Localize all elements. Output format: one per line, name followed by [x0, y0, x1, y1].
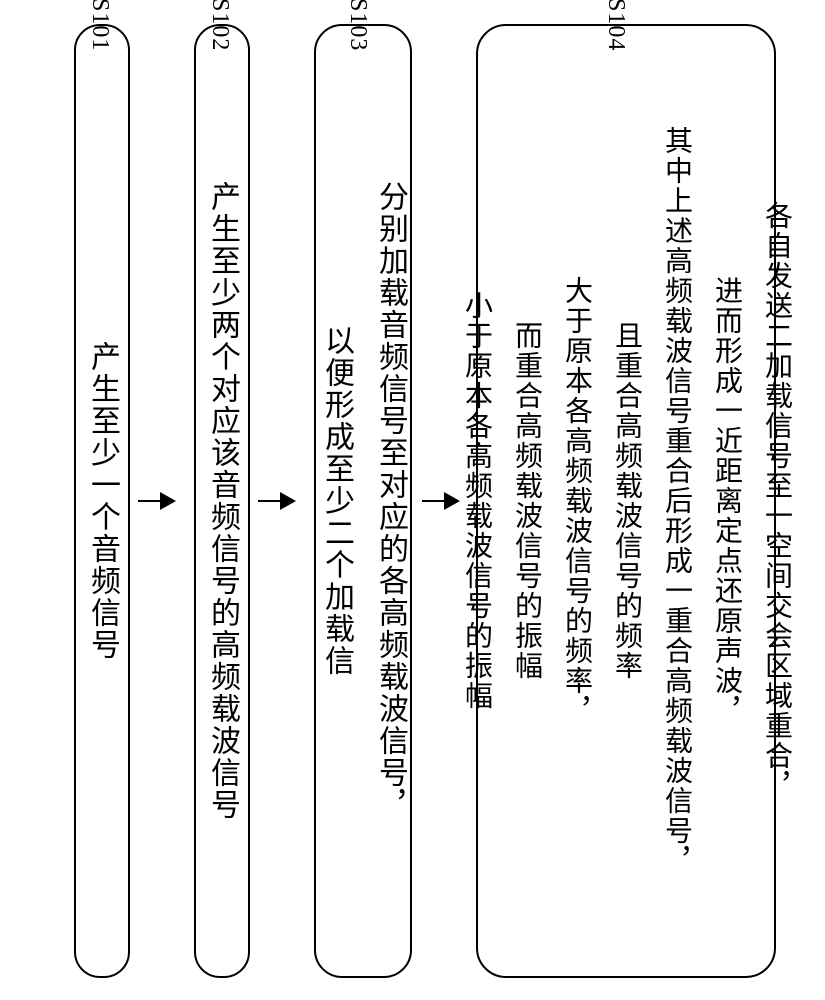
arrow-shaft: [422, 500, 444, 502]
step-text-line: 产生至少一个音频信号: [80, 38, 124, 964]
arrow-s101-to-s102: [138, 492, 176, 510]
step-text-line: 而重合高频载波信号的振幅: [506, 34, 546, 968]
step-text-line: 进而形成一近距离定点还原声波，: [706, 34, 746, 968]
step-box-s101: 产生至少一个音频信号: [74, 24, 130, 978]
step-text-line: 各自发送二加载信号至一空间交会区域重合，: [756, 34, 796, 968]
arrow-head-icon: [160, 492, 176, 510]
flowchart-canvas: 产生至少一个音频信号S101 产生至少两个对应该音频信号的高频载波信号S102 分别…: [0, 0, 825, 1000]
step-text-line: 其中上述高频载波信号重合后形成一重合高频载波信号，: [656, 34, 696, 968]
step-text-line: 以便形成至少二个加载信: [314, 36, 358, 966]
step-box-s103: 分别加载音频信号至对应的各高频载波信号，以便形成至少二个加载信: [314, 24, 412, 978]
step-text-line: 小于原本各高频载波信号的振幅: [456, 34, 496, 968]
step-text-line: 分别加载音频信号至对应的各高频载波信号，: [368, 36, 412, 966]
step-label-s103: S103: [344, 0, 371, 51]
step-box-s102: 产生至少两个对应该音频信号的高频载波信号: [194, 24, 250, 978]
step-label-s104: S104: [602, 0, 629, 51]
arrow-s103-to-s104: [422, 492, 460, 510]
step-box-s104: 各自发送二加载信号至一空间交会区域重合，进而形成一近距离定点还原声波，其中上述高…: [476, 24, 776, 978]
arrow-s102-to-s103: [258, 492, 296, 510]
arrow-shaft: [138, 500, 160, 502]
step-text-line: 且重合高频载波信号的频率: [606, 34, 646, 968]
step-text-line: 大于原本各高频载波信号的频率，: [556, 34, 596, 968]
arrow-head-icon: [444, 492, 460, 510]
step-text-line: 产生至少两个对应该音频信号的高频载波信号: [200, 36, 244, 966]
step-label-s102: S102: [206, 0, 233, 51]
arrow-shaft: [258, 500, 280, 502]
arrow-head-icon: [280, 492, 296, 510]
step-label-s101: S101: [86, 0, 113, 51]
